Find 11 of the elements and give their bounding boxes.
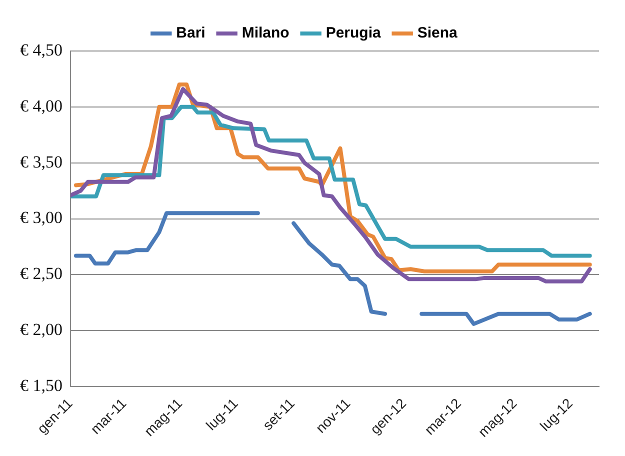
- y-tick-label: € 1,50: [20, 376, 62, 396]
- legend-label: Milano: [242, 24, 290, 42]
- legend-label: Siena: [417, 24, 458, 42]
- y-tick-label: € 4,50: [20, 40, 62, 60]
- y-tick-label: € 3,00: [20, 208, 62, 228]
- y-tick-label: € 3,50: [20, 152, 62, 172]
- legend-label: Bari: [176, 24, 206, 42]
- y-tick-label: € 2,00: [20, 320, 62, 340]
- y-tick-label: € 2,50: [20, 264, 62, 284]
- y-tick-label: € 4,00: [20, 96, 62, 116]
- legend-label: Perugia: [326, 24, 382, 42]
